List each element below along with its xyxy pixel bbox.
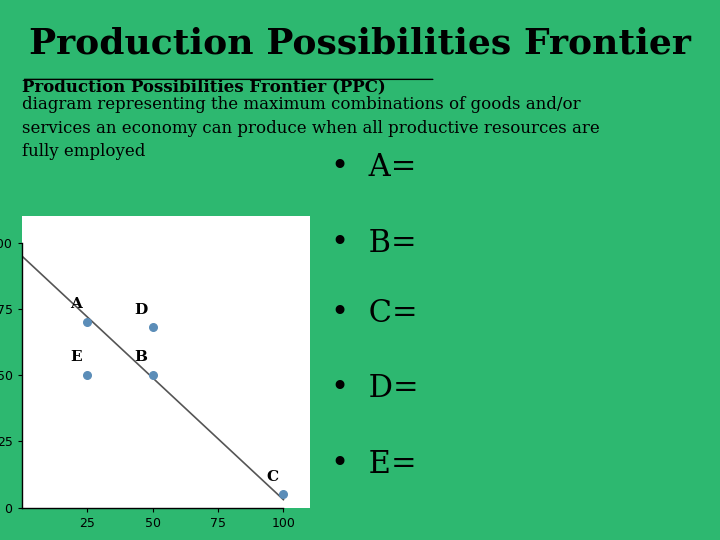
Text: A: A	[70, 298, 82, 312]
Point	[147, 323, 158, 332]
Text: C: C	[266, 470, 278, 484]
Text: •  D=: • D=	[331, 373, 419, 404]
Text: B: B	[134, 350, 148, 365]
Text: Production Possibilities Frontier: Production Possibilities Frontier	[29, 27, 691, 61]
Point	[147, 371, 158, 380]
Point	[81, 318, 93, 326]
Text: •  B=: • B=	[331, 227, 417, 259]
Text: •  A=: • A=	[331, 152, 417, 183]
Point	[81, 371, 93, 380]
Text: D: D	[134, 303, 148, 317]
Point	[278, 490, 289, 498]
Text: Production Possibilities Frontier (PPC): Production Possibilities Frontier (PPC)	[22, 78, 385, 95]
Text: •  C=: • C=	[331, 298, 418, 329]
Text: E: E	[70, 350, 82, 365]
Text: •  E=: • E=	[331, 449, 417, 480]
Text: diagram representing the maximum combinations of goods and/or
services an econom: diagram representing the maximum combina…	[22, 96, 599, 160]
